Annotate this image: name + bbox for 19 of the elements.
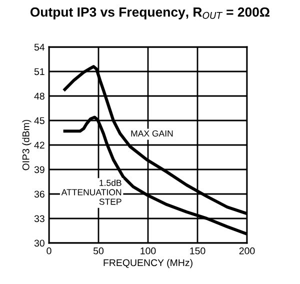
x-tick-label: 100 — [140, 247, 156, 254]
x-tick-label: 50 — [93, 247, 104, 254]
y-tick-label: 42 — [34, 142, 44, 149]
y-tick-label: 48 — [34, 92, 44, 100]
series-label: MAX GAIN — [131, 130, 173, 137]
series-label: 1.5dB ATTENUATION STEP — [61, 180, 122, 205]
x-tick-label: 150 — [190, 247, 206, 254]
y-tick-label: 33 — [34, 215, 44, 222]
y-tick-label: 30 — [34, 240, 44, 247]
y-tick-label: 39 — [34, 166, 44, 174]
x-tick-label: 200 — [239, 247, 255, 254]
x-axis-title: FREQUENCY (MHz) — [104, 259, 192, 268]
y-tick-label: 54 — [34, 44, 45, 51]
chart-title: Output IP3 vs Frequency, R$_{OUT}$ = 200Ω — [30, 7, 270, 20]
y-tick-label: 36 — [34, 190, 44, 198]
y-tick-label: 51 — [34, 68, 44, 76]
y-axis-title: OIP3 (dBm) — [22, 120, 32, 170]
y-tick-label: 45 — [34, 117, 44, 124]
x-tick-label: 0 — [46, 247, 52, 254]
